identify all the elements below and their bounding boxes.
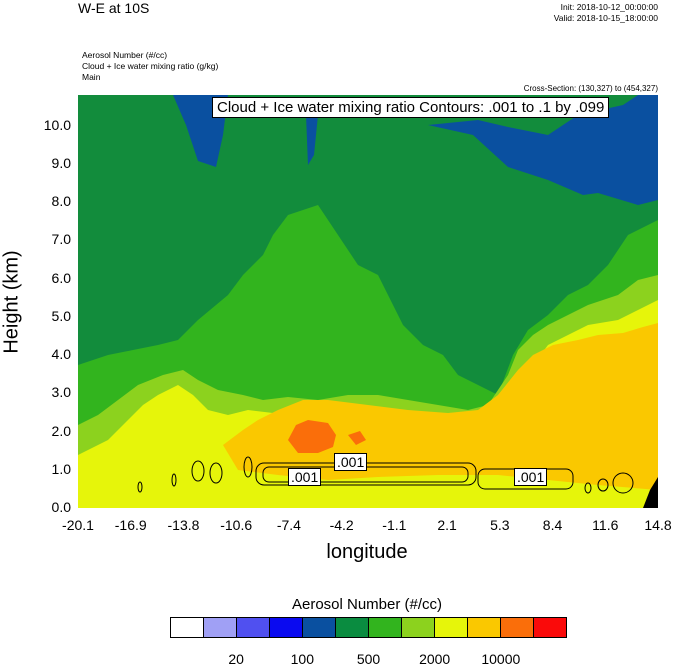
y-tick-label: 4.0 xyxy=(51,346,71,363)
contour-small-4 xyxy=(171,473,177,487)
field-list: Aerosol Number (#/cc) Cloud + Ice water … xyxy=(82,50,218,83)
colorbar-swatch xyxy=(468,618,501,637)
y-tick-label: 2.0 xyxy=(51,422,71,439)
colorbar-swatch xyxy=(435,618,468,637)
contour-small-3 xyxy=(243,456,253,478)
x-tick-label: 11.6 xyxy=(592,517,619,533)
colorbar-swatch xyxy=(204,618,237,637)
colorbar-swatch xyxy=(270,618,303,637)
x-tick-label: -13.8 xyxy=(167,517,200,533)
colorbar-swatch xyxy=(534,618,566,637)
contour-value-label: .001 xyxy=(334,453,368,471)
y-tick-label: 7.0 xyxy=(51,231,71,248)
region-blue-mid xyxy=(306,115,318,165)
x-axis-label: longitude xyxy=(326,541,408,563)
colorbar-swatch xyxy=(237,618,270,637)
y-tick-label: 5.0 xyxy=(51,307,71,324)
heatmap-plot-area xyxy=(78,95,658,508)
y-tick-label: 6.0 xyxy=(51,269,71,286)
y-tick-label: 9.0 xyxy=(51,154,71,171)
y-tick-label: 3.0 xyxy=(51,384,71,401)
colorbar-tick-label: 500 xyxy=(356,651,381,667)
heatmap-svg xyxy=(78,95,658,508)
x-tick-label: -1.1 xyxy=(382,517,407,533)
y-tick-label: 8.0 xyxy=(51,193,71,210)
x-tick-label: -7.4 xyxy=(276,517,301,533)
valid-time: Valid: 2018-10-15_18:00:00 xyxy=(553,13,658,23)
region-orange xyxy=(223,323,658,490)
x-tick-label: 14.8 xyxy=(644,517,672,533)
region-red-orange-small xyxy=(348,431,366,445)
contour-small-1 xyxy=(191,460,205,482)
x-tick-label: -20.1 xyxy=(62,517,94,533)
region-red-orange xyxy=(288,420,336,453)
x-tick-label: -16.9 xyxy=(114,517,147,533)
colorbar xyxy=(170,617,567,638)
contour-small-6 xyxy=(597,478,609,492)
y-tick-label: 1.0 xyxy=(51,460,71,477)
colorbar-tick-label: 100 xyxy=(290,651,315,667)
colorbar-swatch xyxy=(402,618,435,637)
colorbar-tick-label: 2000 xyxy=(419,651,451,667)
plot-title: W-E at 10S xyxy=(78,0,150,16)
field-aerosol: Aerosol Number (#/cc) xyxy=(82,50,168,60)
x-tick-label: 5.3 xyxy=(490,517,510,533)
init-time: Init: 2018-10-12_00:00:00 xyxy=(560,2,658,12)
field-main: Main xyxy=(82,72,101,82)
x-tick-label: -4.2 xyxy=(329,517,354,533)
y-tick-label: 10.0 xyxy=(43,116,71,133)
colorbar-tick-label: 20 xyxy=(228,651,244,667)
x-tick-label: 2.1 xyxy=(437,517,457,533)
region-terrain xyxy=(643,477,658,508)
colorbar-swatch xyxy=(336,618,369,637)
colorbar-tick-label: 10000 xyxy=(481,651,521,667)
y-axis-label: Height (km) xyxy=(0,250,23,354)
contour-info-label: Cloud + Ice water mixing ratio Contours:… xyxy=(212,97,610,118)
region-blue-right xyxy=(428,95,658,205)
contour-small-5 xyxy=(137,481,143,493)
x-tick-label: -10.6 xyxy=(220,517,253,533)
contour-value-label: .001 xyxy=(514,468,548,486)
y-tick-label: 0.0 xyxy=(51,499,71,515)
cross-section-label: Cross-Section: (130,327) to (454,327) xyxy=(523,84,658,93)
contour-small-8 xyxy=(584,482,592,494)
colorbar-swatch xyxy=(303,618,336,637)
colorbar-swatch xyxy=(501,618,534,637)
colorbar-swatch xyxy=(171,618,204,637)
contour-value-label: .001 xyxy=(288,468,322,486)
colorbar-swatch xyxy=(369,618,402,637)
contour-small-2 xyxy=(209,462,223,484)
x-tick-label: 8.4 xyxy=(542,517,563,533)
field-cloud-ice: Cloud + Ice water mixing ratio (g/kg) xyxy=(82,61,219,71)
contour-small-7 xyxy=(612,472,634,494)
colorbar-title: Aerosol Number (#/cc) xyxy=(291,596,443,613)
